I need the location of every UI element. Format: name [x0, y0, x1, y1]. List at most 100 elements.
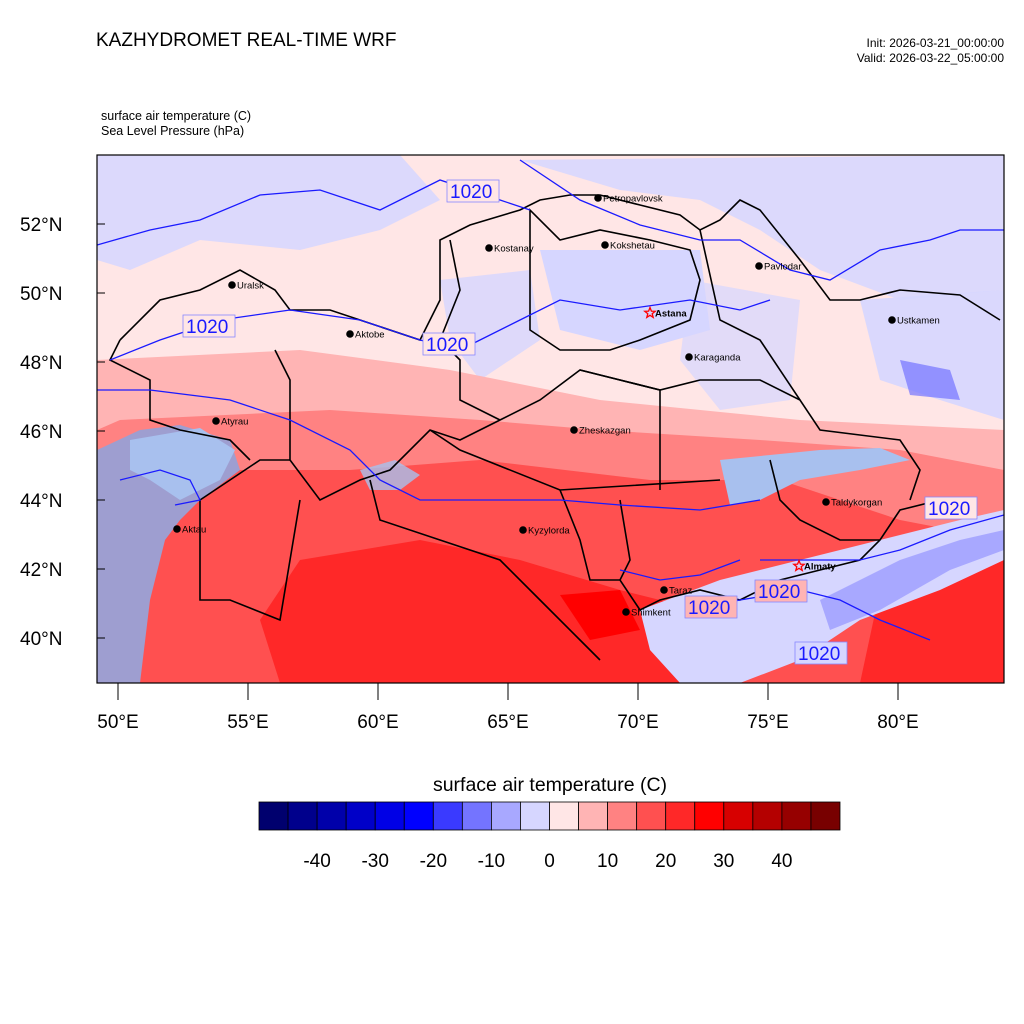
- colorbar-label: 40: [771, 851, 792, 872]
- city-label: Petropavlovsk: [603, 194, 663, 205]
- valid-time: Valid: 2026-03-22_05:00:00: [856, 51, 1004, 65]
- colorbar-cell: [752, 801, 783, 831]
- colorbar-cell: [694, 801, 725, 831]
- lon-tick-label: 70°E: [617, 712, 658, 733]
- city-dot-icon: [346, 330, 354, 338]
- colorbar-label: -20: [420, 851, 447, 872]
- map-frame: [96, 154, 1005, 684]
- city-pavlodar: Pavlodar: [755, 262, 802, 273]
- colorbar-cell: [723, 801, 754, 831]
- city-ustkamen: Ustkamen: [888, 316, 940, 327]
- variable-label-temperature: surface air temperature (C): [101, 109, 252, 123]
- colorbar-label: 10: [597, 851, 618, 872]
- city-dot-icon: [601, 241, 609, 249]
- lon-tick-label: 65°E: [487, 712, 528, 733]
- colorbar-label: 0: [544, 851, 555, 872]
- city-dot-icon: [822, 498, 830, 506]
- temperature-field: [97, 155, 1004, 683]
- isobar-label: 1020: [426, 335, 468, 356]
- city-label: Aktau: [182, 525, 206, 536]
- city-dot-icon: [660, 586, 668, 594]
- city-label: Kostanay: [494, 244, 534, 255]
- colorbar-label: 30: [713, 851, 734, 872]
- colorbar-label: 20: [655, 851, 676, 872]
- city-dot-icon: [594, 194, 602, 202]
- city-shimkent: Shimkent: [622, 608, 671, 619]
- city-label: Karaganda: [694, 353, 741, 364]
- init-time: Init: 2026-03-21_00:00:00: [866, 36, 1004, 50]
- city-aktau: Aktau: [173, 525, 206, 536]
- colorbar-cell: [490, 801, 521, 831]
- isobar-label: 1020: [688, 598, 730, 619]
- colorbar-cell: [432, 801, 463, 831]
- lon-tick-label: 75°E: [747, 712, 788, 733]
- lon-tick-label: 55°E: [227, 712, 268, 733]
- star-icon: [792, 558, 806, 572]
- city-label: Kyzylorda: [528, 526, 570, 537]
- city-kokshetau: Kokshetau: [601, 241, 655, 252]
- colorbar: [258, 801, 841, 831]
- city-dot-icon: [755, 262, 763, 270]
- city-kostanay: Kostanay: [485, 244, 534, 255]
- isobar-label: 1020: [450, 182, 492, 203]
- city-markers: Petropavlovsk Kostanay Kokshetau Pavlodar Ur…: [173, 194, 940, 619]
- colorbar-label: -40: [303, 851, 330, 872]
- city-label: Kokshetau: [610, 241, 655, 252]
- map-title: KAZHYDROMET REAL-TIME WRF: [96, 30, 397, 51]
- colorbar-cell: [810, 801, 841, 831]
- city-petropavlovsk: Petropavlovsk: [594, 194, 663, 205]
- city-dot-icon: [212, 417, 220, 425]
- colorbar-cell: [403, 801, 434, 831]
- city-astana: Astana: [643, 305, 687, 320]
- city-dot-icon: [173, 525, 181, 533]
- city-taldykorgan: Taldykorgan: [822, 498, 882, 509]
- isobar-label: 1020: [928, 499, 970, 520]
- city-dot-icon: [888, 316, 896, 324]
- city-karaganda: Karaganda: [685, 353, 741, 364]
- lat-tick-label: 52°N: [20, 215, 62, 236]
- lat-tick-label: 48°N: [20, 353, 62, 374]
- city-label: Zheskazgan: [579, 426, 631, 437]
- city-label: Shimkent: [631, 608, 671, 619]
- colorbar-cell: [665, 801, 696, 831]
- colorbar-cell: [520, 801, 550, 831]
- city-label: Astana: [655, 309, 687, 320]
- city-zheskazgan: Zheskazgan: [570, 426, 631, 437]
- city-aktobe: Aktobe: [346, 330, 385, 341]
- lon-axis: 50°E 55°E 60°E 65°E 70°E 75°E 80°E: [97, 683, 919, 733]
- colorbar-cell: [549, 801, 579, 831]
- lat-tick-label: 50°N: [20, 284, 62, 305]
- city-atyrau: Atyrau: [212, 417, 248, 428]
- city-label: Aktobe: [355, 330, 385, 341]
- admin-borders: [108, 194, 1001, 661]
- city-dot-icon: [485, 244, 493, 252]
- isobar-label: 1020: [798, 644, 840, 665]
- city-label: Ustkamen: [897, 316, 940, 327]
- colorbar-cell: [287, 801, 318, 831]
- city-almaty: Almaty: [792, 558, 836, 573]
- colorbar-cell: [636, 801, 667, 831]
- colorbar-cell: [345, 801, 376, 831]
- colorbar-cell: [607, 801, 638, 831]
- city-dot-icon: [570, 426, 578, 434]
- city-taraz: Taraz: [660, 586, 692, 597]
- lat-tick-label: 46°N: [20, 422, 62, 443]
- colorbar-cell: [374, 801, 405, 831]
- colorbar-title: surface air temperature (C): [432, 774, 668, 796]
- colorbar-cell: [316, 801, 347, 831]
- city-label: Uralsk: [237, 281, 264, 292]
- city-label: Pavlodar: [764, 262, 802, 273]
- isobar-labels: 1020 1020 1020 1020 1020 1020 1020: [182, 179, 978, 665]
- city-label: Taldykorgan: [831, 498, 882, 509]
- city-label: Almaty: [804, 562, 836, 573]
- colorbar-labels: -40 -30 -20 -10 0 10 20 30 40: [303, 851, 792, 872]
- lon-tick-label: 80°E: [877, 712, 918, 733]
- city-dot-icon: [622, 608, 630, 616]
- colorbar-label: -10: [478, 851, 505, 872]
- colorbar-cell: [258, 801, 289, 831]
- city-dot-icon: [685, 353, 693, 361]
- lat-axis: 52°N 50°N 48°N 46°N 44°N 42°N 40°N: [20, 215, 105, 650]
- city-label: Taraz: [669, 586, 692, 597]
- colorbar-cell: [461, 801, 492, 831]
